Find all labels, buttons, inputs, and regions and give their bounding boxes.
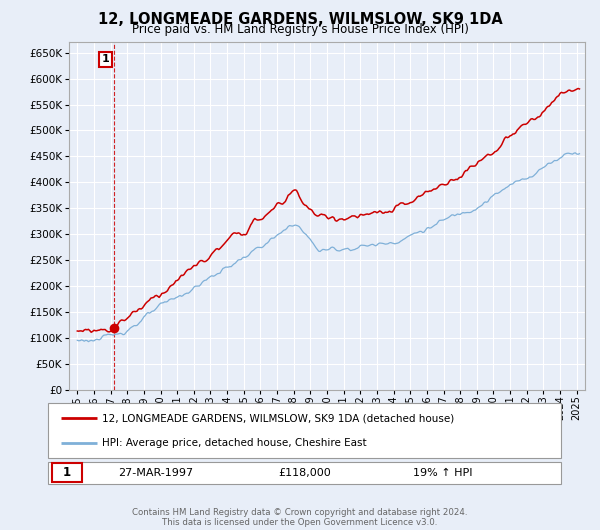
Text: £118,000: £118,000 [278, 468, 331, 478]
Bar [52, 463, 82, 482]
Text: Contains HM Land Registry data © Crown copyright and database right 2024.
This d: Contains HM Land Registry data © Crown c… [132, 508, 468, 527]
Text: Price paid vs. HM Land Registry's House Price Index (HPI): Price paid vs. HM Land Registry's House … [131, 23, 469, 36]
Text: 1: 1 [102, 55, 109, 65]
Text: 19% ↑ HPI: 19% ↑ HPI [413, 468, 473, 478]
Text: HPI: Average price, detached house, Cheshire East: HPI: Average price, detached house, Ches… [102, 438, 367, 448]
Text: 12, LONGMEADE GARDENS, WILMSLOW, SK9 1DA (detached house): 12, LONGMEADE GARDENS, WILMSLOW, SK9 1DA… [102, 413, 454, 423]
Text: 1: 1 [63, 466, 71, 479]
Text: 27-MAR-1997: 27-MAR-1997 [118, 468, 193, 478]
Text: 12, LONGMEADE GARDENS, WILMSLOW, SK9 1DA: 12, LONGMEADE GARDENS, WILMSLOW, SK9 1DA [98, 12, 502, 26]
